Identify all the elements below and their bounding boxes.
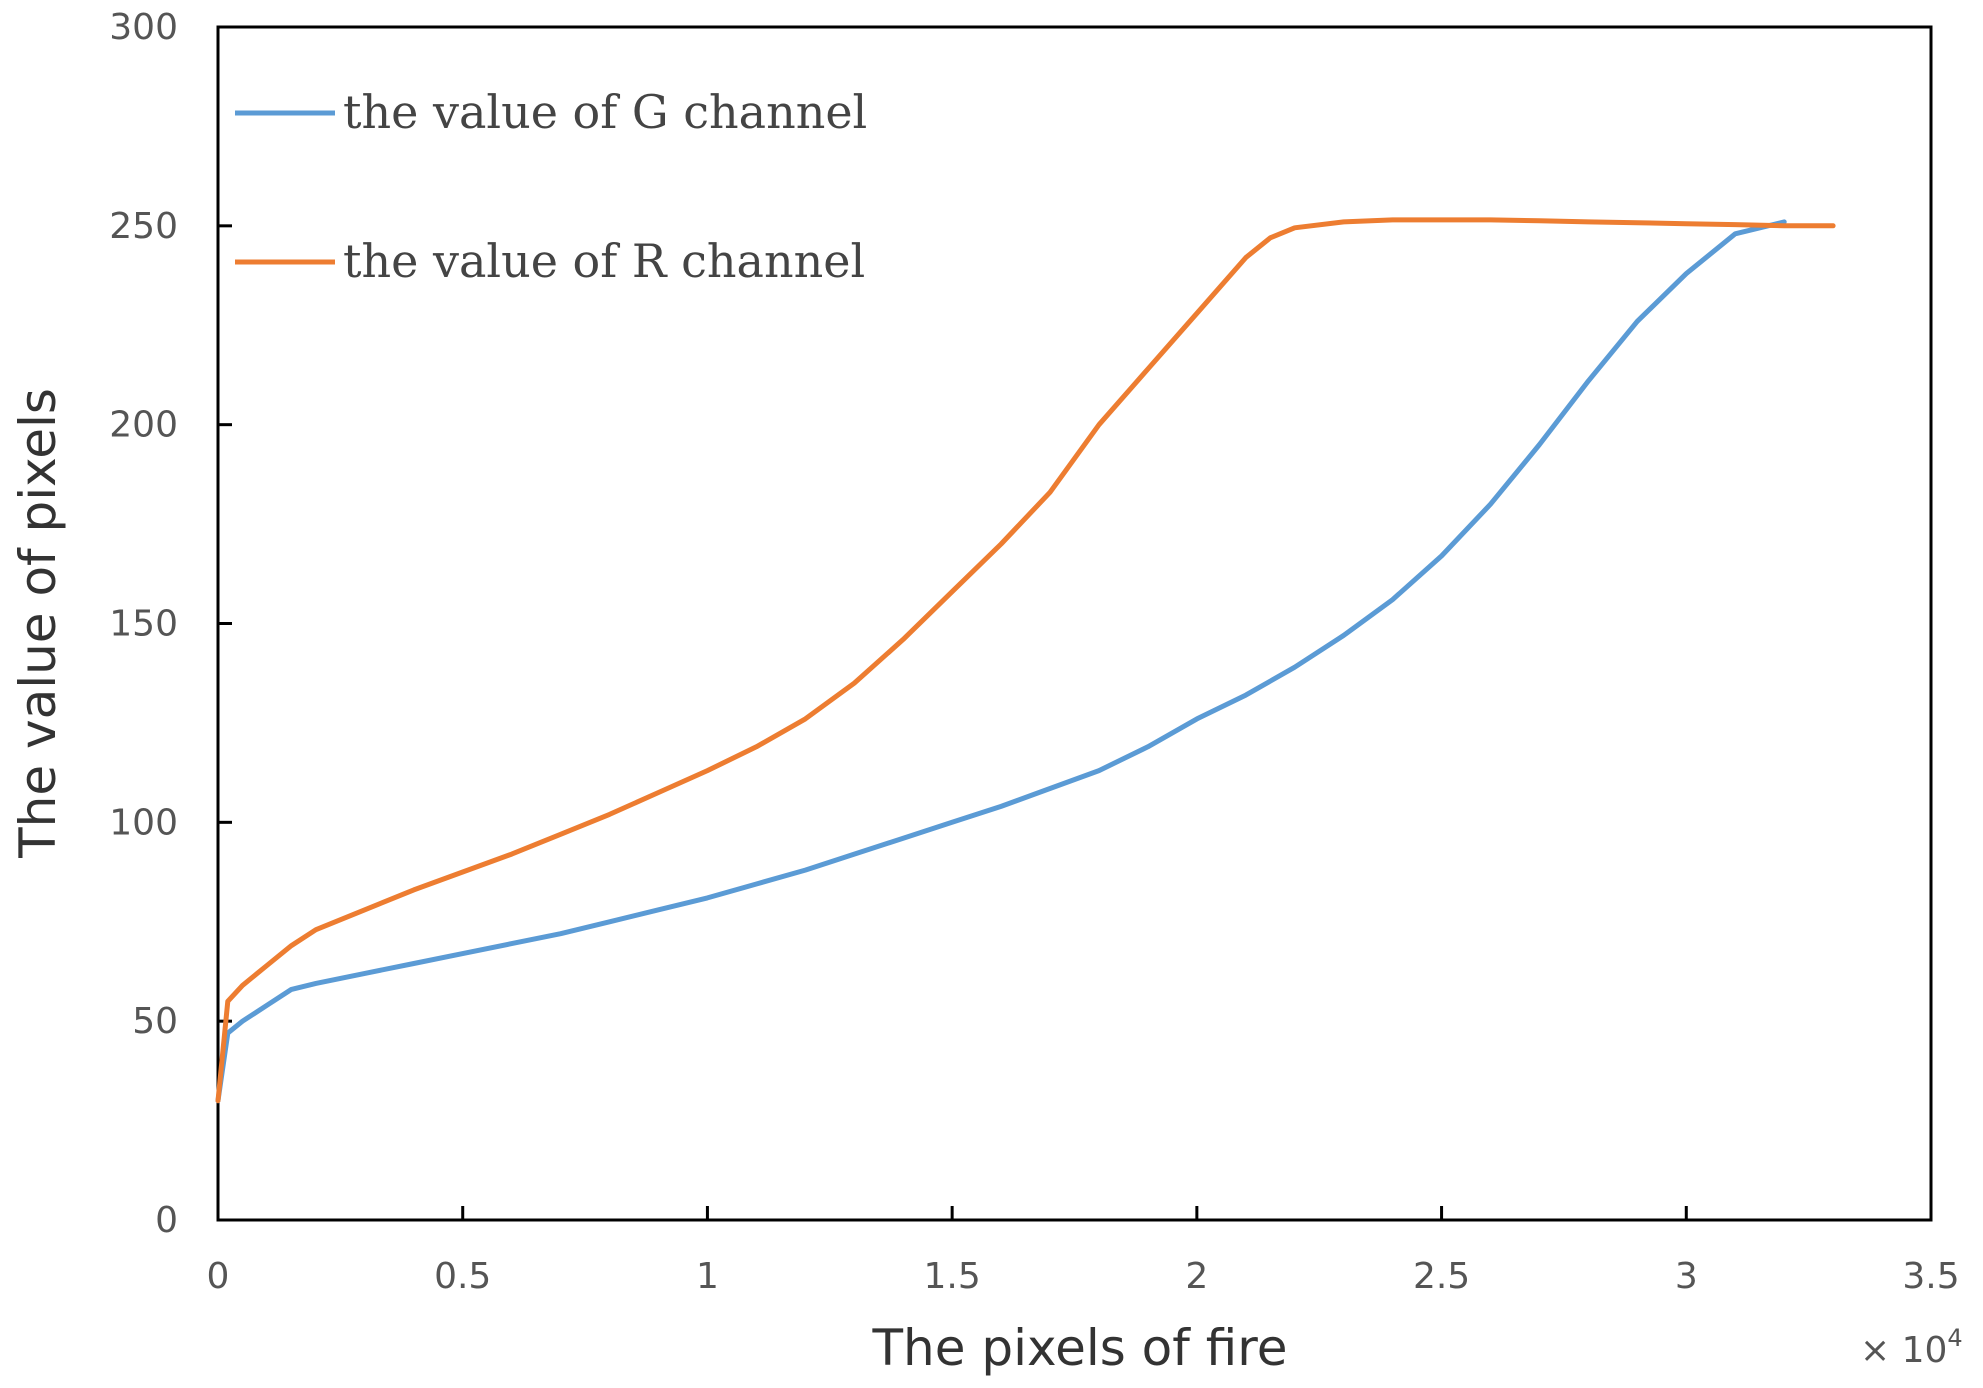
x-axis-multiplier: × 104 bbox=[1860, 1324, 1963, 1371]
x-tick-label: 3 bbox=[1675, 1256, 1698, 1297]
y-tick-label: 150 bbox=[109, 604, 178, 645]
x-tick-label: 2 bbox=[1185, 1256, 1208, 1297]
y-axis-label: The value of pixels bbox=[9, 388, 67, 859]
legend: the value of G channel the value of R cha… bbox=[235, 85, 867, 288]
x-tick-label: 2.5 bbox=[1413, 1256, 1470, 1297]
y-tick-label: 0 bbox=[155, 1200, 178, 1241]
y-tick-label: 200 bbox=[109, 405, 178, 446]
y-tick-label: 100 bbox=[109, 802, 178, 843]
y-tick-label: 250 bbox=[109, 206, 178, 247]
x-tick-label: 1.5 bbox=[924, 1256, 981, 1297]
legend-label: the value of G channel bbox=[343, 85, 867, 139]
x-tick-label: 1 bbox=[696, 1256, 719, 1297]
series-line-g-channel bbox=[215, 219, 1787, 1104]
x-tick-label: 3.5 bbox=[1902, 1256, 1959, 1297]
plot-area bbox=[216, 25, 1933, 1222]
x-multiplier-prefix: × 10 bbox=[1860, 1330, 1947, 1371]
y-tick-label: 50 bbox=[132, 1001, 178, 1042]
x-tick-label: 0 bbox=[207, 1256, 230, 1297]
series-lines bbox=[215, 217, 1836, 1104]
legend-label: the value of R channel bbox=[343, 234, 865, 288]
x-axis-label: The pixels of fire bbox=[872, 1319, 1288, 1377]
y-axis-ticks: 0 50 100 150 200 250 300 bbox=[109, 7, 232, 1241]
x-tick-label: 0.5 bbox=[434, 1256, 491, 1297]
x-multiplier-exponent: 4 bbox=[1947, 1324, 1962, 1352]
y-tick-label: 300 bbox=[109, 7, 178, 48]
x-axis-ticks: 0 0.5 1 1.5 2 2.5 3 3.5 bbox=[207, 1206, 1960, 1297]
series-line-r-channel bbox=[215, 217, 1836, 1104]
